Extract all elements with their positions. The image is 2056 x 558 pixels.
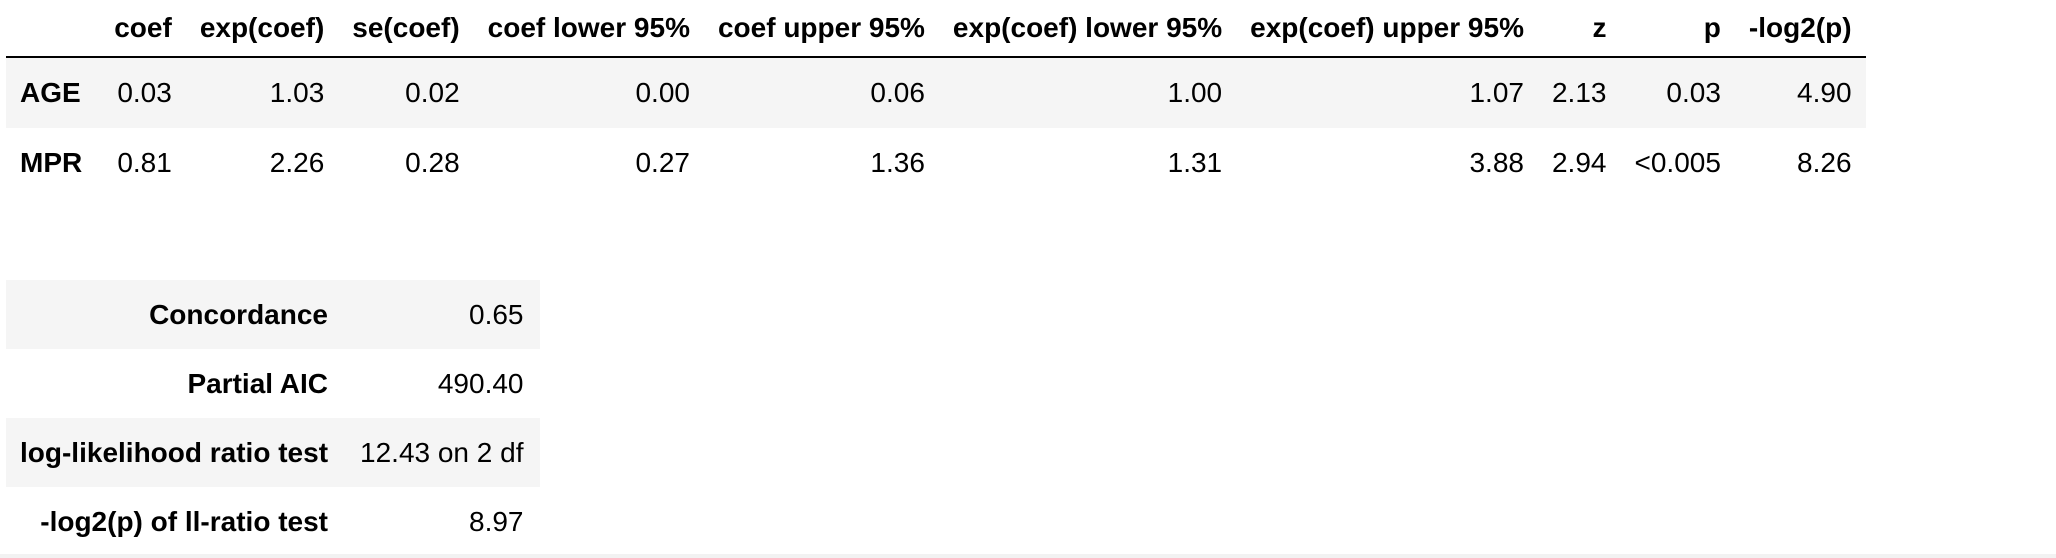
table-cell: <0.005 xyxy=(1634,147,1721,178)
table-row: -log2(p) of ll-ratio test 8.97 xyxy=(6,487,540,556)
table-cell: 2.26 xyxy=(269,147,325,178)
coefficients-table: coef exp(coef) se(coef) coef lower 95% c… xyxy=(6,0,1866,198)
summary-value-ll-ratio-test: 12.43 on 2 df xyxy=(360,436,524,468)
summary-label-neg-log2-p-ll-ratio: -log2(p) of ll-ratio test xyxy=(40,505,329,537)
table-cell: 0.03 xyxy=(117,77,172,108)
column-header-exp-coef: exp(coef) xyxy=(185,0,339,58)
header-row: coef exp(coef) se(coef) coef lower 95% c… xyxy=(6,0,1866,58)
summary-value-concordance: 0.65 xyxy=(469,298,524,330)
column-header-coef-upper-95: coef upper 95% xyxy=(703,0,939,58)
table-cell: 1.03 xyxy=(269,77,325,108)
table-row: AGE 0.03 1.03 0.02 0.00 0.06 1.00 1.07 2… xyxy=(6,57,1866,128)
summary-label-partial-aic: Partial AIC xyxy=(187,367,329,399)
summary-value-neg-log2-p-ll-ratio: 8.97 xyxy=(469,505,524,537)
table-cell: 0.06 xyxy=(870,77,925,108)
table-row: Concordance 0.65 xyxy=(6,280,540,349)
table-cell: 0.00 xyxy=(635,77,690,108)
table-cell: 0.28 xyxy=(405,147,460,178)
table-cell: 3.88 xyxy=(1469,147,1524,178)
table-cell: 2.13 xyxy=(1551,77,1607,108)
column-header-coef-lower-95: coef lower 95% xyxy=(473,0,704,58)
output-bottom-edge xyxy=(0,554,2056,558)
column-header-coef: coef xyxy=(100,0,186,58)
model-summary-table: Concordance 0.65 Partial AIC 490.40 log-… xyxy=(6,280,540,556)
model-summary-body: Concordance 0.65 Partial AIC 490.40 log-… xyxy=(6,280,540,556)
table-cell: 8.26 xyxy=(1797,147,1852,178)
column-header-neg-log2-p: -log2(p) xyxy=(1734,0,1866,58)
table-cell: 0.02 xyxy=(405,77,460,108)
summary-label-ll-ratio-test: log-likelihood ratio test xyxy=(20,436,329,468)
table-cell: 1.07 xyxy=(1469,77,1524,108)
table-cell: 1.36 xyxy=(870,147,925,178)
coefficients-header: coef exp(coef) se(coef) coef lower 95% c… xyxy=(6,0,1866,58)
table-row: MPR 0.81 2.26 0.28 0.27 1.36 1.31 3.88 2… xyxy=(6,128,1866,198)
table-row: log-likelihood ratio test 12.43 on 2 df xyxy=(6,418,540,487)
column-header-exp-coef-lower-95: exp(coef) lower 95% xyxy=(938,0,1237,58)
table-row: Partial AIC 490.40 xyxy=(6,349,540,418)
row-label-mpr: MPR xyxy=(20,147,83,178)
table-cell: 1.31 xyxy=(1167,147,1223,178)
table-cell: 1.00 xyxy=(1167,77,1223,108)
table-cell: 4.90 xyxy=(1797,77,1852,108)
table-cell: 2.94 xyxy=(1551,147,1607,178)
table-cell: 0.27 xyxy=(635,147,690,178)
column-header-z: z xyxy=(1537,0,1621,58)
table-cell: 0.03 xyxy=(1666,77,1721,108)
table-cell: 0.81 xyxy=(117,147,172,178)
coefficients-body: AGE 0.03 1.03 0.02 0.00 0.06 1.00 1.07 2… xyxy=(6,57,1866,198)
summary-label-concordance: Concordance xyxy=(149,298,329,330)
row-label-age: AGE xyxy=(20,77,81,108)
column-header-p: p xyxy=(1620,0,1735,58)
summary-value-partial-aic: 490.40 xyxy=(437,367,524,399)
column-header-se-coef: se(coef) xyxy=(338,0,474,58)
column-header-exp-coef-upper-95: exp(coef) upper 95% xyxy=(1236,0,1538,58)
header-corner xyxy=(6,0,101,58)
